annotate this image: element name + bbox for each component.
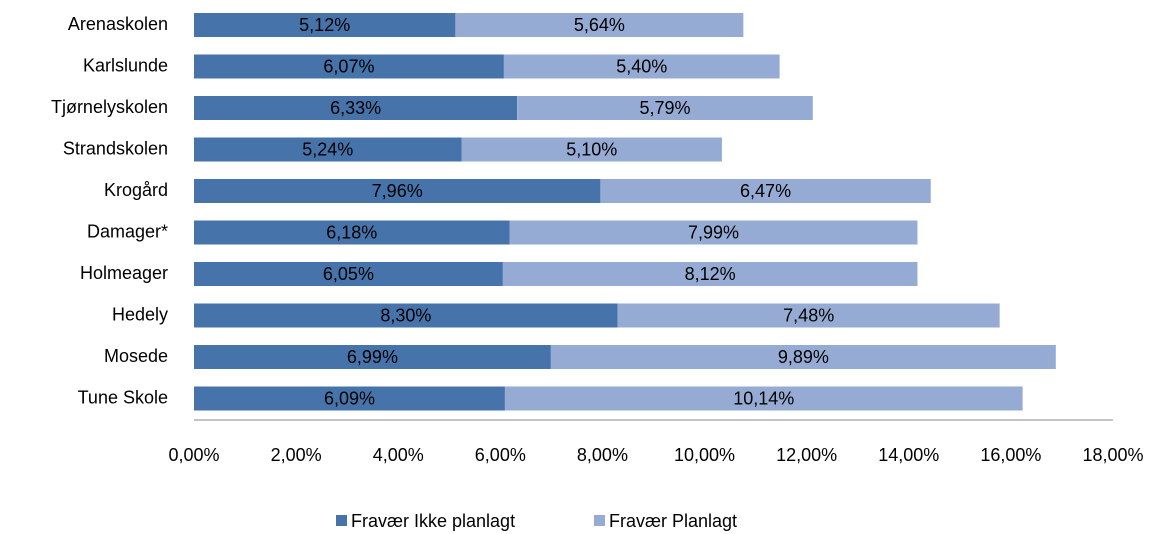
x-tick-label: 10,00%	[674, 445, 735, 465]
data-label: 6,05%	[323, 264, 374, 284]
bar-segment	[194, 96, 518, 120]
legend-swatch	[594, 515, 605, 526]
bar-segment	[617, 303, 1000, 328]
legend-swatch	[336, 515, 347, 526]
data-label: 5,79%	[639, 98, 690, 118]
bar-segment	[600, 179, 931, 203]
x-tick-label: 0,00%	[168, 445, 219, 465]
data-label: 5,12%	[299, 15, 350, 35]
data-label: 6,33%	[330, 98, 381, 118]
legend-label: Fravær Ikke planlagt	[351, 511, 515, 531]
bar-segment	[509, 220, 918, 245]
data-label: 6,07%	[323, 56, 374, 76]
x-tick-label: 14,00%	[878, 445, 939, 465]
data-label: 7,96%	[372, 181, 423, 201]
y-tick-label: Karlslunde	[83, 55, 168, 75]
data-label: 8,30%	[380, 305, 431, 325]
data-label: 6,09%	[324, 388, 375, 408]
x-tick-label: 16,00%	[980, 445, 1041, 465]
y-tick-label: Mosede	[104, 346, 168, 366]
data-label: 5,24%	[302, 139, 353, 159]
data-label: 8,12%	[685, 264, 736, 284]
data-label: 5,40%	[616, 56, 667, 76]
x-tick-label: 18,00%	[1082, 445, 1143, 465]
bar-segment	[550, 345, 1056, 369]
x-tick-label: 4,00%	[373, 445, 424, 465]
bar-segment	[194, 345, 551, 369]
data-label: 5,10%	[566, 139, 617, 159]
y-tick-label: Tjørnelyskolen	[51, 97, 168, 117]
y-tick-label: Tune Skole	[78, 387, 168, 407]
data-label: 7,99%	[688, 222, 739, 242]
bar-segment	[194, 262, 503, 286]
legend-label: Fravær Planlagt	[609, 511, 737, 531]
bar-segment	[194, 303, 618, 328]
y-tick-label: Strandskolen	[63, 138, 168, 158]
data-label: 6,99%	[347, 347, 398, 367]
y-tick-label: Holmeager	[80, 263, 168, 283]
x-tick-label: 6,00%	[475, 445, 526, 465]
bar-segment	[194, 54, 504, 79]
x-tick-label: 2,00%	[271, 445, 322, 465]
data-label: 5,64%	[574, 15, 625, 35]
bar-segment	[194, 13, 456, 37]
y-tick-label: Damager*	[87, 221, 168, 241]
bar-segment	[517, 96, 813, 120]
y-tick-label: Krogård	[104, 180, 168, 200]
bar-segment	[461, 137, 722, 162]
bar-segment	[194, 137, 462, 162]
y-tick-label: Arenaskolen	[68, 14, 168, 34]
x-tick-label: 8,00%	[577, 445, 628, 465]
bar-segment	[194, 220, 510, 245]
bar-segment	[194, 386, 505, 411]
y-tick-label: Hedely	[112, 304, 168, 324]
data-label: 9,89%	[778, 347, 829, 367]
data-label: 6,18%	[326, 222, 377, 242]
x-tick-label: 12,00%	[776, 445, 837, 465]
bar-segment	[503, 54, 780, 79]
data-label: 7,48%	[783, 305, 834, 325]
bar-segment	[502, 262, 918, 286]
bar-segment	[194, 179, 601, 203]
data-label: 10,14%	[733, 388, 794, 408]
bar-segment	[455, 13, 744, 37]
data-label: 6,47%	[740, 181, 791, 201]
bar-segment	[504, 386, 1023, 411]
